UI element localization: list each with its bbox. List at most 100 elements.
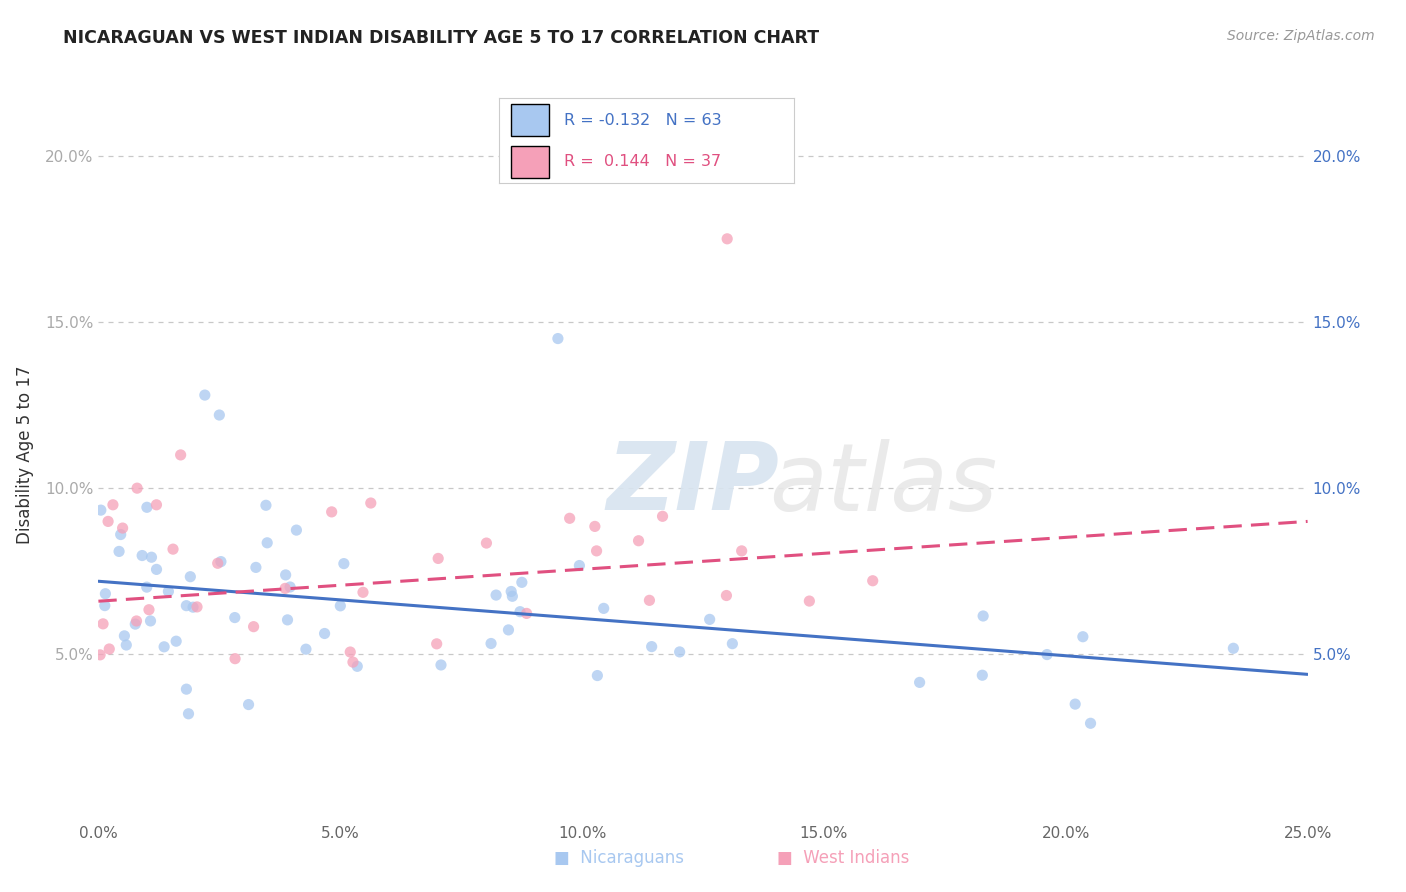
Point xyxy=(145,498,167,512)
Point xyxy=(176,599,198,613)
Point xyxy=(558,511,581,525)
Point xyxy=(314,626,336,640)
Point xyxy=(721,637,744,651)
Point xyxy=(176,682,198,697)
Point xyxy=(583,519,606,533)
Point xyxy=(139,614,162,628)
Point xyxy=(254,498,277,512)
Point xyxy=(329,599,352,613)
Point xyxy=(509,605,531,619)
Point xyxy=(1080,716,1102,731)
Point xyxy=(485,588,508,602)
Point xyxy=(585,544,607,558)
Point xyxy=(699,612,721,626)
Point xyxy=(1036,648,1059,662)
Point xyxy=(238,698,260,712)
Point xyxy=(1222,641,1244,656)
Point xyxy=(716,232,738,246)
Point xyxy=(108,544,131,558)
Point xyxy=(111,521,134,535)
Point xyxy=(568,558,591,573)
Point xyxy=(274,568,297,582)
Text: ■  West Indians: ■ West Indians xyxy=(778,849,910,867)
Point xyxy=(135,580,157,594)
Point xyxy=(165,634,187,648)
Y-axis label: Disability Age 5 to 17: Disability Age 5 to 17 xyxy=(15,366,34,544)
Point xyxy=(799,594,821,608)
Point xyxy=(153,640,176,654)
Text: NICARAGUAN VS WEST INDIAN DISABILITY AGE 5 TO 17 CORRELATION CHART: NICARAGUAN VS WEST INDIAN DISABILITY AGE… xyxy=(63,29,820,46)
FancyBboxPatch shape xyxy=(510,104,550,136)
Point xyxy=(94,587,117,601)
Point xyxy=(510,575,533,590)
Point xyxy=(427,551,450,566)
Point xyxy=(145,562,167,576)
Point xyxy=(124,617,146,632)
Point xyxy=(430,657,453,672)
Point xyxy=(98,642,121,657)
FancyBboxPatch shape xyxy=(510,145,550,178)
Point xyxy=(135,500,157,515)
Text: ■  Nicaraguans: ■ Nicaraguans xyxy=(554,849,683,867)
Point xyxy=(186,599,208,614)
Text: Source: ZipAtlas.com: Source: ZipAtlas.com xyxy=(1227,29,1375,43)
Point xyxy=(245,560,267,574)
Point xyxy=(89,648,111,662)
Point xyxy=(285,523,308,537)
Point xyxy=(179,570,201,584)
Point xyxy=(586,668,609,682)
Text: ZIP: ZIP xyxy=(606,438,779,530)
Point xyxy=(638,593,661,607)
Point xyxy=(177,706,200,721)
Point xyxy=(346,659,368,673)
Point xyxy=(97,515,120,529)
Text: R = -0.132   N = 63: R = -0.132 N = 63 xyxy=(564,112,721,128)
Point xyxy=(479,636,502,650)
Point xyxy=(516,607,538,621)
Point xyxy=(592,601,614,615)
Point xyxy=(208,408,231,422)
Point xyxy=(90,503,112,517)
Point xyxy=(207,556,229,570)
Point xyxy=(972,609,994,624)
Point xyxy=(94,599,117,613)
Point xyxy=(475,536,498,550)
Point xyxy=(651,509,673,524)
Point xyxy=(256,536,278,550)
Point xyxy=(127,481,149,495)
Text: R =  0.144   N = 37: R = 0.144 N = 37 xyxy=(564,154,721,169)
Point xyxy=(908,675,931,690)
Point xyxy=(627,533,650,548)
Text: atlas: atlas xyxy=(769,439,998,530)
Point xyxy=(209,555,232,569)
Point xyxy=(668,645,690,659)
Point xyxy=(224,610,246,624)
Point xyxy=(295,642,318,657)
Point xyxy=(501,584,523,599)
Point xyxy=(501,589,523,603)
Point xyxy=(547,332,569,346)
Point xyxy=(157,584,180,599)
Point xyxy=(426,637,449,651)
Point xyxy=(131,549,153,563)
Point xyxy=(276,613,298,627)
Point xyxy=(972,668,994,682)
Point xyxy=(321,505,343,519)
Point xyxy=(224,651,246,665)
Point xyxy=(1064,697,1087,711)
Point xyxy=(862,574,884,588)
Point xyxy=(1071,630,1094,644)
Point xyxy=(115,638,138,652)
Point xyxy=(141,550,163,565)
Point xyxy=(339,645,361,659)
Point xyxy=(352,585,374,599)
Point xyxy=(716,589,738,603)
Point xyxy=(640,640,662,654)
Point xyxy=(162,542,184,557)
Point xyxy=(91,616,114,631)
Point xyxy=(498,623,520,637)
Point xyxy=(194,388,217,402)
Point xyxy=(169,448,191,462)
Point xyxy=(138,603,160,617)
Point xyxy=(181,600,204,615)
